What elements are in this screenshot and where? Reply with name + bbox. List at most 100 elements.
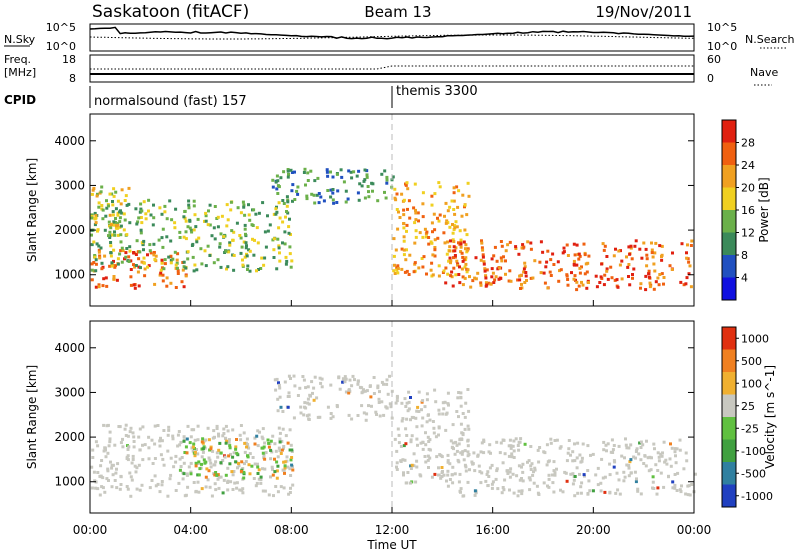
velocity-cell [191,445,195,449]
velocity-cell [106,451,110,455]
velocity-cell [224,473,228,477]
velocity-cell [484,479,488,483]
power-cell [633,244,637,248]
velocity-cell [420,408,423,412]
velocity-cell [536,491,540,495]
power-cell [546,286,550,290]
velocity-cell [404,405,408,408]
velocity-cell [153,474,157,478]
velocity-cell [542,481,546,485]
velocity-cell [633,470,637,474]
velocity-cell [288,448,292,452]
power-cell [346,197,350,201]
velocity-cell [609,450,613,454]
velocity-cell [552,490,556,494]
power-cell [392,237,396,241]
time-tick-label: 20:00 [576,523,611,537]
power-cell [212,261,216,265]
power-cell [520,282,523,286]
power-cell [139,216,143,219]
velocity-cell [408,481,412,485]
power-cell [132,263,135,267]
power-cell [251,237,254,241]
velocity-cell [516,494,520,498]
velocity-cell [426,454,430,458]
velocity-cell [514,437,518,441]
power-cell [152,203,155,207]
power-cell [585,286,589,290]
power-cell [517,252,521,256]
power-cell [283,242,287,246]
velocity-cell [433,388,437,392]
power-cell [124,251,128,255]
velocity-cell [223,455,227,459]
power-cell [137,216,141,220]
power-cell [266,214,269,218]
power-cell [312,193,316,197]
velocity-cell [304,406,308,410]
power-cell [151,223,155,227]
power-cell [187,206,191,210]
velocity-cell [618,492,622,496]
velocity-cell [138,448,142,452]
power-cell [551,252,555,256]
velocity-cell [412,416,415,420]
power-cell [487,281,491,285]
power-cell [274,180,278,184]
velocity-cell [213,473,217,477]
power-cell [246,268,249,271]
velocity-cell [192,428,196,432]
power-cell [396,264,400,268]
velocity-cell [622,470,626,474]
power-cell [316,176,320,180]
velocity-cell [616,488,620,492]
velocity-cell [463,415,467,419]
velocity-cell [451,465,455,469]
power-cell [213,237,217,241]
velocity-cell [256,462,259,466]
power-cell [123,257,126,261]
power-cell [370,181,374,185]
power-cell [449,274,453,278]
velocity-cell [125,485,129,488]
power-cell [572,277,576,281]
velocity-cell [215,427,219,430]
velocity-colorbar-frame [721,326,737,508]
power-cell [95,242,99,246]
power-cell [559,268,563,272]
velocity-cell [277,383,281,387]
power-cell [392,269,396,273]
velocity-cell [235,451,239,455]
velocity-cell [428,438,432,442]
velocity-colorbar-tick-label: 1000 [741,332,769,345]
velocity-cell [440,455,444,459]
power-cell [521,243,525,247]
velocity-cell [376,384,380,388]
power-cell [577,252,581,256]
power-cell [183,209,187,213]
power-cell [335,172,339,176]
velocity-cell [238,488,242,492]
power-cell [679,280,683,284]
velocity-cell [113,443,117,447]
power-cell [631,276,634,280]
power-cell [142,248,145,252]
power-cell [295,189,299,193]
velocity-cell [553,471,557,475]
power-colorbar-tick-label: 20 [741,182,755,195]
velocity-cell [656,469,660,472]
power-cell [112,223,116,227]
velocity-cell [329,383,333,387]
power-cell [466,248,470,252]
power-cell [499,256,503,260]
velocity-cell [441,412,445,416]
power-cell [384,196,388,200]
power-colorbar-swatch [722,277,736,300]
velocity-cell [226,429,230,433]
power-cell [461,283,465,287]
velocity-cell [226,488,230,492]
power-cell [443,241,447,245]
power-cell [216,215,220,219]
